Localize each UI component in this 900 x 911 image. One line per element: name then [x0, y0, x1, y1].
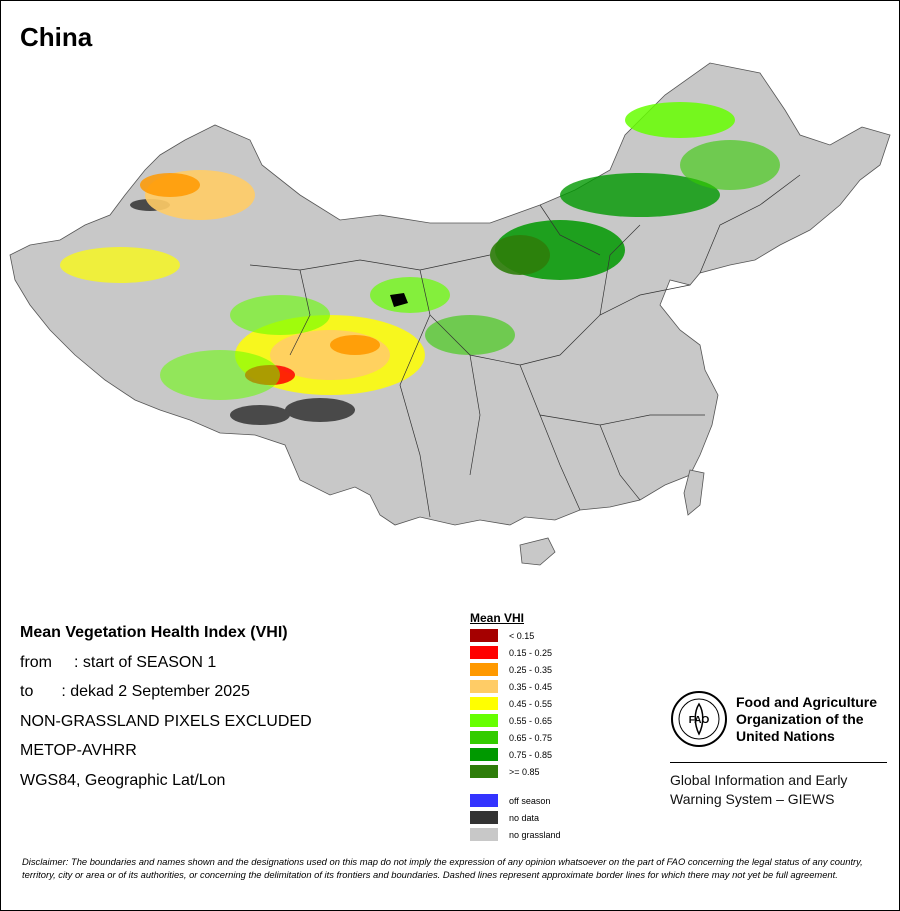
legend-swatch: [470, 748, 498, 761]
legend-item: 0.45 - 0.55: [470, 695, 561, 712]
legend-item: 0.35 - 0.45: [470, 678, 561, 695]
legend-label: 0.25 - 0.35: [509, 664, 553, 675]
legend-item: 0.75 - 0.85: [470, 746, 561, 763]
china-mainland: [9, 62, 891, 526]
map-info: Mean Vegetation Health Index (VHI) from:…: [20, 618, 312, 795]
legend-item: off season: [470, 792, 561, 809]
legend-label: off season: [509, 795, 551, 806]
legend-item: >= 0.85: [470, 763, 561, 780]
legend-title: Mean VHI: [470, 611, 525, 625]
legend-swatch: [470, 697, 498, 710]
legend-swatch: [470, 663, 498, 676]
giews-line1: Global Information and Early: [670, 772, 848, 788]
legend-swatch: [470, 828, 498, 841]
legend-item: no grassland: [470, 826, 561, 843]
to-label: to: [20, 683, 34, 700]
legend-item: no data: [470, 809, 561, 826]
legend-label: 0.15 - 0.25: [509, 647, 553, 658]
legend-item: < 0.15: [470, 627, 561, 644]
fao-logo-icon: FAO: [671, 691, 727, 747]
fao-divider: [670, 762, 887, 763]
china-vhi-map: [9, 62, 891, 566]
info-excluded: NON-GRASSLAND PIXELS EXCLUDED: [20, 712, 312, 730]
legend-extra: off season no data no grassland: [470, 792, 561, 843]
legend-label: 0.45 - 0.55: [509, 698, 553, 709]
vhi-patches: [60, 102, 780, 400]
info-projection: WGS84, Geographic Lat/Lon: [20, 771, 226, 789]
info-sensor: METOP-AVHRR: [20, 742, 137, 759]
disclaimer: Disclaimer: The boundaries and names sho…: [22, 856, 863, 880]
legend-label: no grassland: [509, 829, 561, 840]
legend-label: 0.65 - 0.75: [509, 732, 553, 743]
legend: Mean VHI < 0.15 0.15 - 0.25 0.25 - 0.35 0.3…: [470, 611, 561, 843]
from-value: : start of SEASON 1: [74, 653, 217, 671]
map-title: China: [20, 22, 93, 52]
province-borders: [249, 174, 801, 518]
fao-name-line3: United Nations: [736, 727, 835, 744]
giews-line2: Warning System – GIEWS: [670, 791, 835, 807]
legend-swatch: [470, 731, 498, 744]
giews-text: Global Information and Early Warning Sys…: [670, 771, 890, 809]
legend-swatch: [470, 629, 498, 642]
info-to: to : dekad 2 September 2025: [20, 677, 312, 707]
fao-name-line2: Organization of the: [736, 710, 864, 727]
legend-swatch: [470, 811, 498, 824]
legend-label: 0.35 - 0.45: [509, 681, 553, 692]
fao-name: Food and Agriculture Organization of the…: [736, 694, 877, 745]
fao-branding: FAO Food and Agriculture Organization of…: [670, 690, 890, 809]
legend-swatch: [470, 680, 498, 693]
legend-item: 0.15 - 0.25: [470, 644, 561, 661]
legend-label: 0.75 - 0.85: [509, 749, 553, 760]
fao-logo-text: FAO: [689, 715, 710, 726]
taiwan-island: [683, 469, 705, 516]
legend-label: 0.55 - 0.65: [509, 715, 553, 726]
legend-label: no data: [509, 812, 540, 823]
legend-swatch: [470, 794, 498, 807]
legend-item: 0.65 - 0.75: [470, 729, 561, 746]
info-from: from : start of SEASON 1: [20, 648, 312, 678]
fao-name-line1: Food and Agriculture: [736, 693, 878, 710]
legend-item: 0.55 - 0.65: [470, 712, 561, 729]
legend-item: 0.25 - 0.35: [470, 661, 561, 678]
legend-swatch: [470, 714, 498, 727]
to-value: : dekad 2 September 2025: [61, 683, 250, 700]
lake: [390, 293, 408, 307]
legend-label: >= 0.85: [509, 766, 540, 777]
from-label: from: [20, 653, 52, 671]
legend-label: < 0.15: [509, 630, 535, 641]
info-heading: Mean Vegetation Health Index (VHI): [20, 624, 288, 641]
hainan-island: [519, 537, 556, 566]
legend-items: < 0.15 0.15 - 0.25 0.25 - 0.35 0.35 - 0.45 0…: [470, 627, 561, 780]
fao-header: FAO Food and Agriculture Organization of…: [670, 690, 890, 748]
legend-swatch: [470, 765, 498, 778]
legend-swatch: [470, 646, 498, 659]
